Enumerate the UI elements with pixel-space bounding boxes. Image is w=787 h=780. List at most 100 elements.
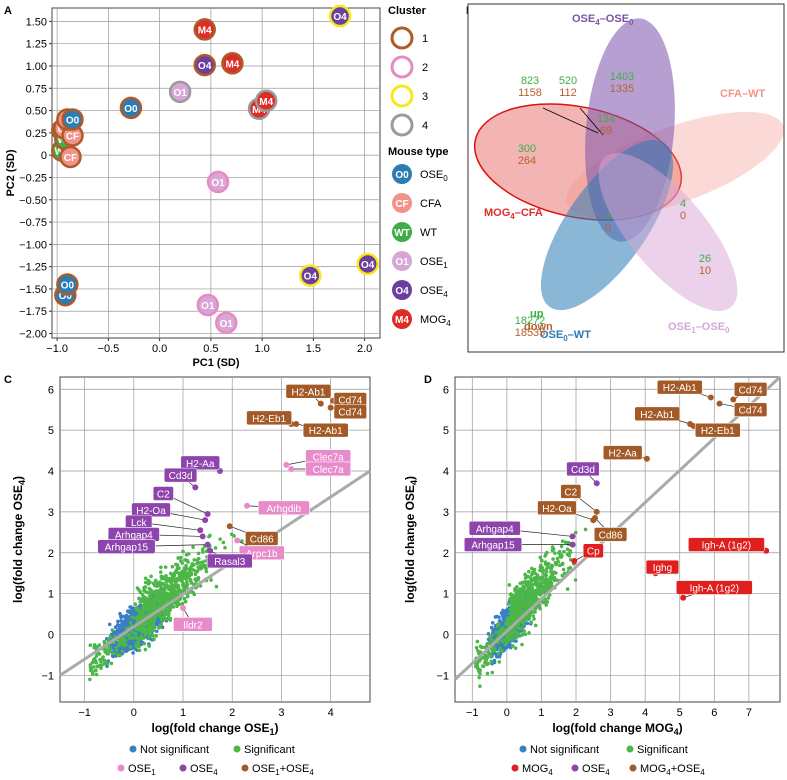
significant-point [153,578,158,583]
gene-highlight: H2-Ab1 [656,379,714,401]
pca-point-label: O4 [333,12,347,23]
significant-point [538,568,542,573]
significant-point [490,670,495,675]
y-tick-label: −0.50 [19,195,47,207]
significant-point [126,633,131,638]
significant-point [149,574,153,579]
pca-point-circle [221,52,244,75]
not-significant-point [486,631,491,636]
gene-point [707,394,714,401]
gene-label-box [173,617,213,632]
significant-point [499,627,504,631]
significant-point [529,586,534,591]
y-axis-label-sub: 4 [17,480,27,485]
significant-point [525,583,529,588]
significant-point [520,642,524,647]
not-significant-point [154,629,159,634]
significant-point [174,579,178,583]
significant-point [551,557,555,561]
significant-point [567,553,572,558]
x-axis-label: PC1 (SD) [192,357,239,369]
gene-point [243,502,250,509]
significant-point [516,632,520,637]
not-significant-point [131,651,135,655]
significant-point [145,590,150,595]
mouse-type-swatch-text: O1 [395,257,409,268]
significant-point [523,603,527,608]
significant-point [147,643,151,648]
significant-point [95,644,100,649]
y-tick-label: −1 [436,670,449,682]
y-tick-label: 4 [48,466,54,478]
gene-label: Ildr2 [183,620,203,631]
significant-point [561,567,566,572]
gene-label-box [694,422,741,438]
significant-point [182,596,187,601]
significant-point [174,562,178,567]
gene-label-box [246,410,293,426]
x-tick-label: 2.0 [357,343,372,355]
significant-point [478,644,483,649]
significant-point [543,560,548,564]
y-tick-label: −1.00 [19,239,47,251]
gene-label: Cd3d [169,471,193,482]
significant-point [128,644,133,649]
panel-letter-d: D [424,374,432,386]
gene-label-box [463,537,523,552]
significant-point [94,660,99,665]
significant-point [523,572,527,577]
gene-label: Clec7a [313,453,345,464]
gene-label-box [675,580,753,595]
gene-label-box [302,422,349,438]
significant-point [151,599,156,604]
mouse-type-label-main: CFA [420,198,442,210]
significant-point [507,583,512,587]
significant-point [545,550,549,555]
cluster-legend-label: 4 [422,120,428,132]
y-tick-label: −1.50 [19,284,47,296]
gene-label: Arhgap15 [105,543,149,554]
significant-point [514,591,519,596]
legend-label-mog4: MOG4 [522,763,553,777]
gene-label: Clec7a [313,465,345,476]
significant-point [143,632,148,637]
significant-point [542,578,547,583]
significant-point [186,552,191,556]
y-tick-label: −1 [41,670,54,682]
x-tick-label: 6 [711,707,717,719]
significant-point [139,629,144,634]
significant-point [200,547,205,552]
significant-point [543,554,547,558]
pca-point-label: O1 [211,178,225,189]
gene-point [283,461,290,468]
legend-c: Not significant Significant OSE1 OSE4 OS… [117,744,314,777]
mouse-type-label: OSE0 [420,169,448,183]
mouse-type-swatch [392,309,412,329]
venn-count-up: 520 [559,75,577,87]
significant-point [146,582,151,586]
pca-point-circle [168,80,192,104]
mouse-type-label-main: OSE [420,169,443,181]
x-tick-label: 0.0 [152,343,167,355]
significant-point [490,633,494,637]
pca-point: O4 [328,4,352,28]
pca-point-circle [196,293,220,317]
x-axis-label-main: log(fold change MOG [552,721,673,735]
mouse-type-label: CFA [420,198,442,210]
gene-label: Cd86 [250,534,274,545]
y-axis-label: PC2 (SD) [5,149,17,196]
gene-highlight: C2 [152,486,211,517]
significant-point [527,589,532,594]
significant-point [497,632,502,636]
gene-highlight: Lck [125,514,204,534]
significant-point [163,617,168,622]
significant-point [88,663,93,667]
x-tick-label: −1 [78,707,91,719]
significant-point [560,539,565,543]
significant-point [156,595,161,600]
significant-point [147,630,152,634]
significant-point [160,576,164,581]
mouse-type-swatch [392,222,412,242]
x-axis-label-end: ) [275,721,279,735]
